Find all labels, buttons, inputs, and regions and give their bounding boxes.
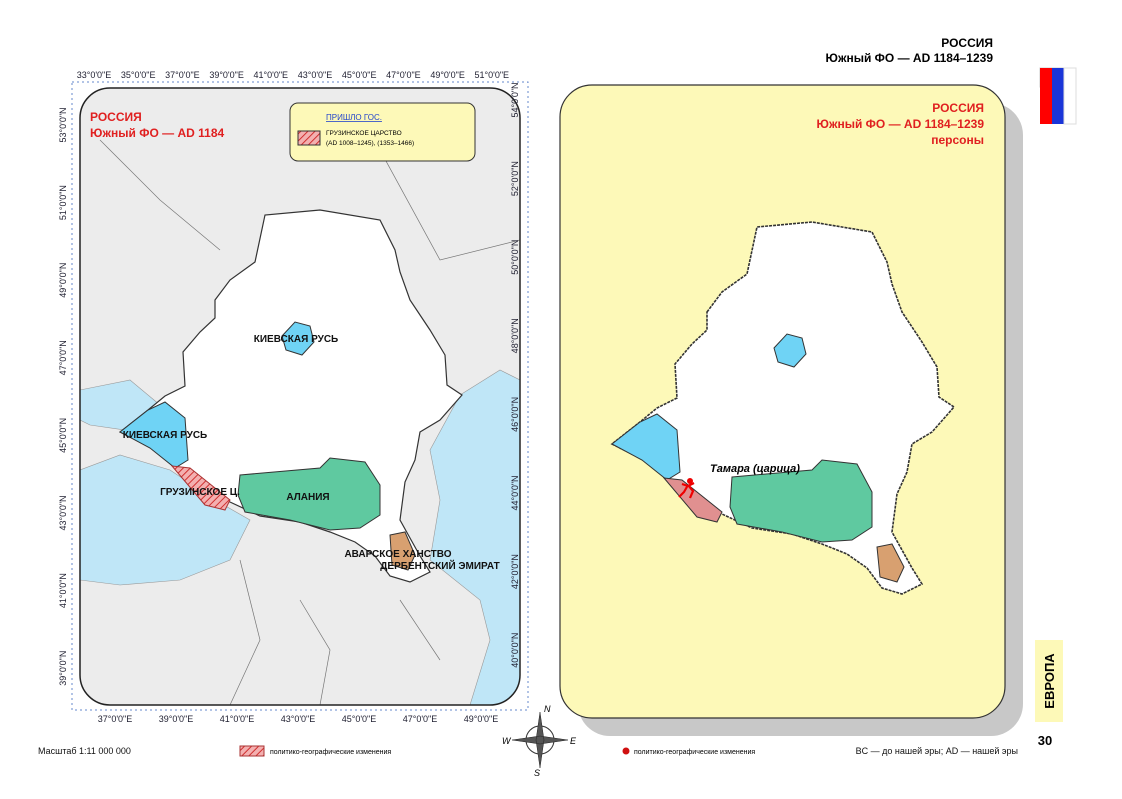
header-subtitle: Южный ФО — AD 1184–1239 <box>825 51 993 65</box>
legend: ПРИШЛО ГОС. ГРУЗИНСКОЕ ЦАРСТВО (AD 1008–… <box>289 102 476 162</box>
left-title: РОССИЯ <box>90 110 142 124</box>
black-sea <box>80 454 251 586</box>
points-swatch <box>622 747 630 755</box>
region-label: КИЕВСКАЯ РУСЬ <box>123 430 207 441</box>
avar-area <box>876 543 905 583</box>
right-subtitle: Южный ФО — AD 1184–1239 <box>816 117 984 131</box>
top-tick-label: 47°0'0"E <box>386 70 421 80</box>
georgia-area <box>170 465 231 511</box>
top-tick-label: 35°0'0"E <box>121 70 156 80</box>
alania-area <box>729 459 873 543</box>
left-tick-label: 49°0'0"N <box>58 263 68 298</box>
top-tick-label: 37°0'0"E <box>165 70 200 80</box>
era-note: BC — до нашей эры; AD — нашей эры <box>856 746 1018 756</box>
changes-legend: политико-географические изменения <box>270 749 391 756</box>
kiev-north-area <box>281 321 315 356</box>
alania-area <box>237 457 381 531</box>
top-tick-label: 45°0'0"E <box>342 70 377 80</box>
top-tick-label: 49°0'0"E <box>430 70 465 80</box>
bottom-tick-label: 47°0'0"E <box>403 714 438 724</box>
right-tick-label: 42°0'0"N <box>510 554 520 589</box>
coordinate-ticks: 33°0'0"E 35°0'0"E 37°0'0"E 39°0'0"E 41°0'0"E… <box>58 70 520 724</box>
georgia-area <box>662 477 723 523</box>
top-tick-label: 51°0'0"E <box>475 70 510 80</box>
person-icon <box>678 478 695 499</box>
compass-n: N <box>544 704 551 714</box>
scale: Масштаб 1:11 000 000 <box>38 746 131 756</box>
left-subtitle: Южный ФО — AD 1184 <box>90 126 225 140</box>
right-map: РОССИЯ Южный ФО — AD 1184–1239 персоны Т… <box>559 84 1023 736</box>
legend-heading: ПРИШЛО ГОС. <box>326 113 382 122</box>
legend-box <box>289 102 476 162</box>
legend-item-dates: (AD 1008–1245), (1353–1466) <box>326 140 414 147</box>
compass-s: S <box>534 768 540 778</box>
top-tick-label: 33°0'0"E <box>77 70 112 80</box>
top-tick-label: 41°0'0"E <box>254 70 289 80</box>
kiev-west-area <box>611 413 681 481</box>
bottom-tick-label: 49°0'0"E <box>464 714 499 724</box>
left-tick-label: 53°0'0"N <box>58 107 68 142</box>
flag <box>1039 67 1077 125</box>
map-frame <box>71 81 529 711</box>
side-tab-label: ЕВРОПА <box>1042 653 1057 709</box>
bottom-tick-label: 43°0'0"E <box>281 714 316 724</box>
compass-w: W <box>502 736 512 746</box>
person-label: Тамара (царица) <box>710 463 800 475</box>
right-tick-label: 48°0'0"N <box>510 318 520 353</box>
right-tick-label: 46°0'0"N <box>510 397 520 432</box>
left-tick-label: 45°0'0"N <box>58 418 68 453</box>
left-map: РОССИЯ Южный ФО — AD 1184 ПРИШЛО ГОС. ГР… <box>71 81 529 711</box>
compass-e: E <box>570 736 577 746</box>
bottom-tick-label: 41°0'0"E <box>220 714 255 724</box>
region-label: АВАРСКОЕ ХАНСТВО <box>344 549 451 560</box>
top-tick-label: 39°0'0"E <box>209 70 244 80</box>
left-tick-label: 39°0'0"N <box>58 651 68 686</box>
region-label: ДЕРБЕНТСКИЙ ЭМИРАТ <box>380 559 499 572</box>
right-tick-label: 44°0'0"N <box>510 475 520 510</box>
left-tick-label: 41°0'0"N <box>58 573 68 608</box>
compass: N S W E <box>502 704 577 778</box>
avar-area <box>389 531 416 571</box>
bottom-tick-label: 37°0'0"E <box>98 714 133 724</box>
kiev-west-area <box>119 401 189 469</box>
header-country: РОССИЯ <box>941 36 993 50</box>
left-tick-label: 51°0'0"N <box>58 185 68 220</box>
kiev-north-area <box>773 333 807 368</box>
region-label: АЛАНИЯ <box>286 492 329 503</box>
right-subtitle2: персоны <box>931 133 984 147</box>
right-tick-label: 54°0'0"N <box>510 82 520 117</box>
caspian-sea <box>429 369 520 705</box>
side-tab <box>1035 640 1063 722</box>
points-legend: политико-географические изменения <box>634 749 755 756</box>
legend-item: ГРУЗИНСКОЕ ЦАРСТВО <box>326 130 402 137</box>
map-border <box>79 87 521 706</box>
left-tick-label: 43°0'0"N <box>58 495 68 530</box>
borders <box>99 139 520 705</box>
region-label: КИЕВСКАЯ РУСЬ <box>254 334 338 345</box>
bottom-tick-label: 39°0'0"E <box>159 714 194 724</box>
page-number: 30 <box>1038 733 1052 748</box>
right-title: РОССИЯ <box>932 101 984 115</box>
right-tick-label: 50°0'0"N <box>510 240 520 275</box>
left-tick-label: 47°0'0"N <box>58 340 68 375</box>
bottom-tick-label: 45°0'0"E <box>342 714 377 724</box>
top-tick-label: 43°0'0"E <box>298 70 333 80</box>
right-tick-label: 52°0'0"N <box>510 161 520 196</box>
changes-swatch <box>239 745 265 757</box>
region-label: ГРУЗИНСКОЕ Ц. <box>160 487 240 498</box>
right-tick-label: 40°0'0"N <box>510 633 520 668</box>
legend-swatch <box>297 130 321 146</box>
